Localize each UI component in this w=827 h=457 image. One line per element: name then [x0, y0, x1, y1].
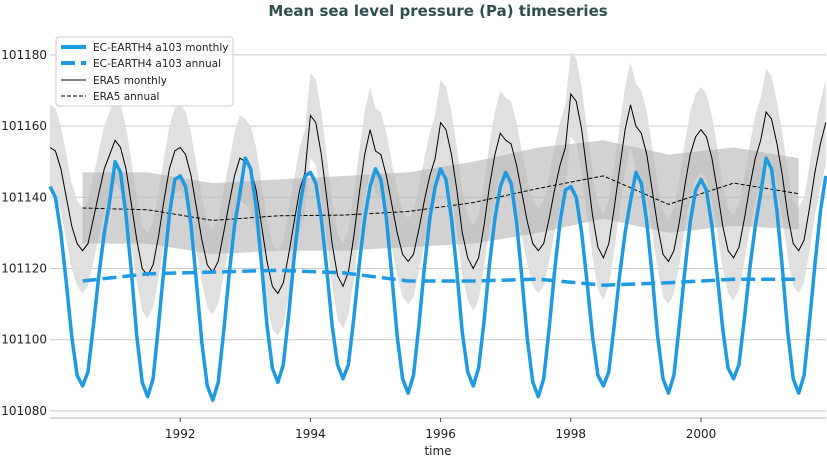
- legend-box: [55, 36, 234, 107]
- legend-label-ec-monthly: EC-EARTH4 a103 monthly: [93, 42, 228, 54]
- legend-label-ec-annual: EC-EARTH4 a103 annual: [93, 58, 221, 70]
- legend-label-era5-annual: ERA5 annual: [93, 91, 159, 103]
- y-tick-label: 101160: [1, 119, 47, 133]
- y-tick-label: 101120: [1, 261, 47, 275]
- y-tick-label: 101100: [1, 333, 47, 347]
- ec-earth-monthly-line: [48, 156, 827, 402]
- era5-monthly-line: [49, 92, 827, 295]
- x-axis-label: time: [424, 444, 451, 457]
- era5-monthly-spread-band: [50, 51, 826, 337]
- legend-label-era5-monthly: ERA5 monthly: [93, 75, 167, 87]
- ec-earth-annual-line: [82, 268, 799, 287]
- chart-title: Mean sea level pressure (Pa) timeseries: [268, 2, 607, 20]
- y-tick-label: 101180: [1, 48, 47, 62]
- x-tick-label: 1998: [556, 427, 587, 441]
- legend: EC-EARTH4 a103 monthly EC-EARTH4 a103 an…: [55, 36, 234, 107]
- era5-annual-line: [82, 175, 799, 221]
- x-tick-label: 1994: [295, 427, 326, 441]
- y-tick-label: 101080: [1, 404, 47, 418]
- series-lines: [48, 92, 827, 402]
- y-tick-label: 101140: [1, 190, 47, 204]
- axes: 101080 101100 101120 101140 101160 101180 1992…: [1, 48, 826, 441]
- x-tick-label: 1996: [425, 427, 456, 441]
- x-tick-label: 1992: [165, 427, 196, 441]
- x-tick-label: 2000: [686, 427, 717, 441]
